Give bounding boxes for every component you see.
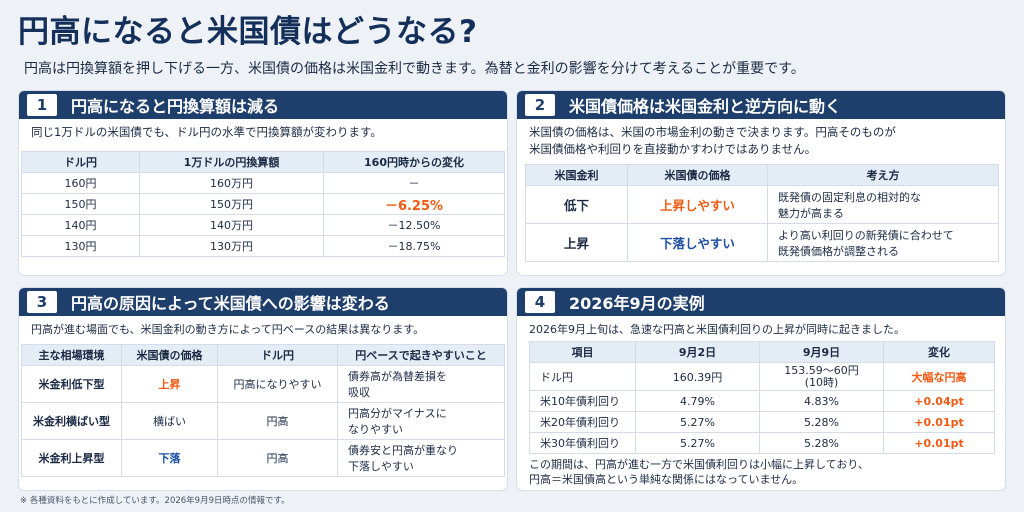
- table-header: 変化: [883, 341, 995, 363]
- table-row: 米金利上昇型 下落 円高 債券安と円高が重なり 下落しやすい: [21, 439, 505, 477]
- table-header: 米国金利: [525, 164, 628, 186]
- table-row: 140円 140万円 －12.50%: [21, 214, 505, 236]
- table-header: 9月2日: [635, 341, 760, 363]
- table-header: 米国債の価格: [121, 344, 218, 366]
- panel-header: 1 円高になると円換算額は減る: [19, 91, 507, 119]
- table-row: 米20年債利回り 5.27% 5.28% +0.01pt: [529, 411, 995, 433]
- panel-cause-of-yen: 3 円高の原因によって米国債への影響は変わる 円高が進む場面でも、米国金利の動き…: [18, 287, 508, 491]
- table-header: ドル円: [21, 151, 140, 173]
- panel-text: 2026年9月上旬は、急速な円高と米国債利回りの上昇が同時に起きました。: [529, 323, 905, 336]
- market-scenario-table: 主な相場環境 米国債の価格 ドル円 円ベースで起きやすいこと 米金利低下型 上昇…: [21, 344, 505, 477]
- table-row: 150円 150万円 －6.25%: [21, 193, 505, 215]
- table-header: 1万ドルの円換算額: [139, 151, 324, 173]
- panel-number: 2: [525, 94, 555, 116]
- table-header: 考え方: [767, 164, 999, 186]
- panel-header: 4 2026年9月の実例: [517, 288, 1005, 316]
- page-title: 円高になると米国債はどうなる?: [18, 14, 478, 50]
- footnote: ※ 各種資料をもとに作成しています。2026年9月9日時点の情報です。: [20, 496, 290, 506]
- table-row: 低下 上昇しやすい 既発債の固定利息の相対的な 魅力が高まる: [525, 185, 999, 224]
- table-header: 項目: [529, 341, 636, 363]
- table-row: 米10年債利回り 4.79% 4.83% +0.04pt: [529, 390, 995, 412]
- panel-number: 1: [27, 94, 57, 116]
- table-row: ドル円 160.39円 153.59〜60円 (10時) 大幅な円高: [529, 362, 995, 391]
- conversion-table: ドル円 1万ドルの円換算額 160円時からの変化 160円 160万円 － 15…: [21, 151, 505, 257]
- panel-text: 同じ1万ドルの米国債でも、ドル円の水準で円換算額が変わります。: [31, 125, 382, 139]
- panel-text: 米国債の価格は、米国の市場金利の動きで決まります。円高そのものが 米国債価格や利…: [529, 125, 896, 156]
- panel-number: 4: [525, 291, 555, 313]
- panel-price-vs-rates: 2 米国債価格は米国金利と逆方向に動く 米国債の価格は、米国の市場金利の動きで決…: [516, 90, 1006, 276]
- table-row: 160円 160万円 －: [21, 172, 505, 194]
- panel-sep-2026-example: 4 2026年9月の実例 2026年9月上旬は、急速な円高と米国債利回りの上昇が…: [516, 287, 1006, 491]
- panel-title: 円高の原因によって米国債への影響は変わる: [71, 294, 390, 313]
- table-header: 米国債の価格: [627, 164, 768, 186]
- table-row: 米30年債利回り 5.27% 5.28% +0.01pt: [529, 432, 995, 454]
- panel-number: 3: [27, 291, 57, 313]
- panel-title: 円高になると円換算額は減る: [71, 97, 280, 116]
- table-row: 米金利横ばい型 横ばい 円高 円高分がマイナスに なりやすい: [21, 402, 505, 440]
- panel-header: 2 米国債価格は米国金利と逆方向に動く: [517, 91, 1005, 119]
- table-row: 130円 130万円 －18.75%: [21, 235, 505, 257]
- panel-text: 円高が進む場面でも、米国金利の動き方によって円ベースの結果は異なります。: [31, 323, 425, 336]
- rate-price-table: 米国金利 米国債の価格 考え方 低下 上昇しやすい 既発債の固定利息の相対的な魅…: [525, 164, 999, 262]
- table-header: 円ベースで起きやすいこと: [337, 344, 505, 366]
- panel-header: 3 円高の原因によって米国債への影響は変わる: [19, 288, 507, 316]
- page-subtitle: 円高は円換算額を押し下げる一方、米国債の価格は米国金利で動きます。為替と金利の影…: [24, 61, 805, 77]
- panel-yen-conversion: 1 円高になると円換算額は減る 同じ1万ドルの米国債でも、ドル円の水準で円換算額…: [18, 90, 508, 276]
- table-header: 主な相場環境: [21, 344, 122, 366]
- panel-title: 米国債価格は米国金利と逆方向に動く: [569, 97, 842, 116]
- table-header: 160円時からの変化: [323, 151, 505, 173]
- table-header: ドル円: [217, 344, 338, 366]
- panel-note: この期間は、円高が進む一方で米国債利回りは小幅に上昇しており、 円高＝米国債高と…: [529, 458, 869, 486]
- table-header: 9月9日: [759, 341, 884, 363]
- example-table: 項目 9月2日 9月9日 変化 ドル円 160.39円 153.59〜60円 (1…: [529, 341, 995, 454]
- panel-title: 2026年9月の実例: [569, 294, 705, 313]
- table-row: 米金利低下型 上昇 円高になりやすい 債券高が為替差損を 吸収: [21, 365, 505, 403]
- table-row: 上昇 下落しやすい より高い利回りの新発債に合わせて 既発債価格が調整される: [525, 223, 999, 262]
